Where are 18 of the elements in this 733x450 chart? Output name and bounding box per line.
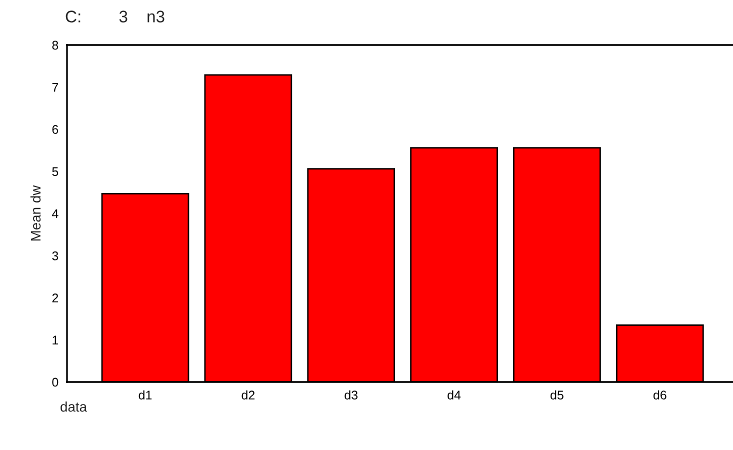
y-tick-label: 5 — [52, 167, 58, 176]
x-tick-label: d1 — [138, 390, 152, 400]
chart-title: C: 3 n3 — [66, 10, 164, 22]
y-tick-label: 3 — [52, 251, 58, 260]
y-tick-label: 2 — [52, 294, 58, 302]
y-tick-label: 4 — [52, 209, 58, 218]
x-tick-label: d2 — [242, 390, 254, 400]
x-tick-label: d6 — [653, 390, 666, 400]
x-tick-label: d5 — [550, 390, 564, 400]
x-tick-label: d3 — [344, 390, 358, 400]
y-tick-label: 0 — [52, 378, 58, 387]
y-tick-label: 6 — [52, 125, 58, 134]
y-tick-label: 1 — [52, 336, 58, 344]
x-axis-title: data — [60, 402, 88, 412]
y-tick-label: 8 — [52, 40, 58, 50]
x-tick-label: d4 — [448, 390, 461, 400]
y-axis-title: Mean dw — [30, 185, 41, 241]
y-tick-label: 7 — [52, 83, 58, 92]
